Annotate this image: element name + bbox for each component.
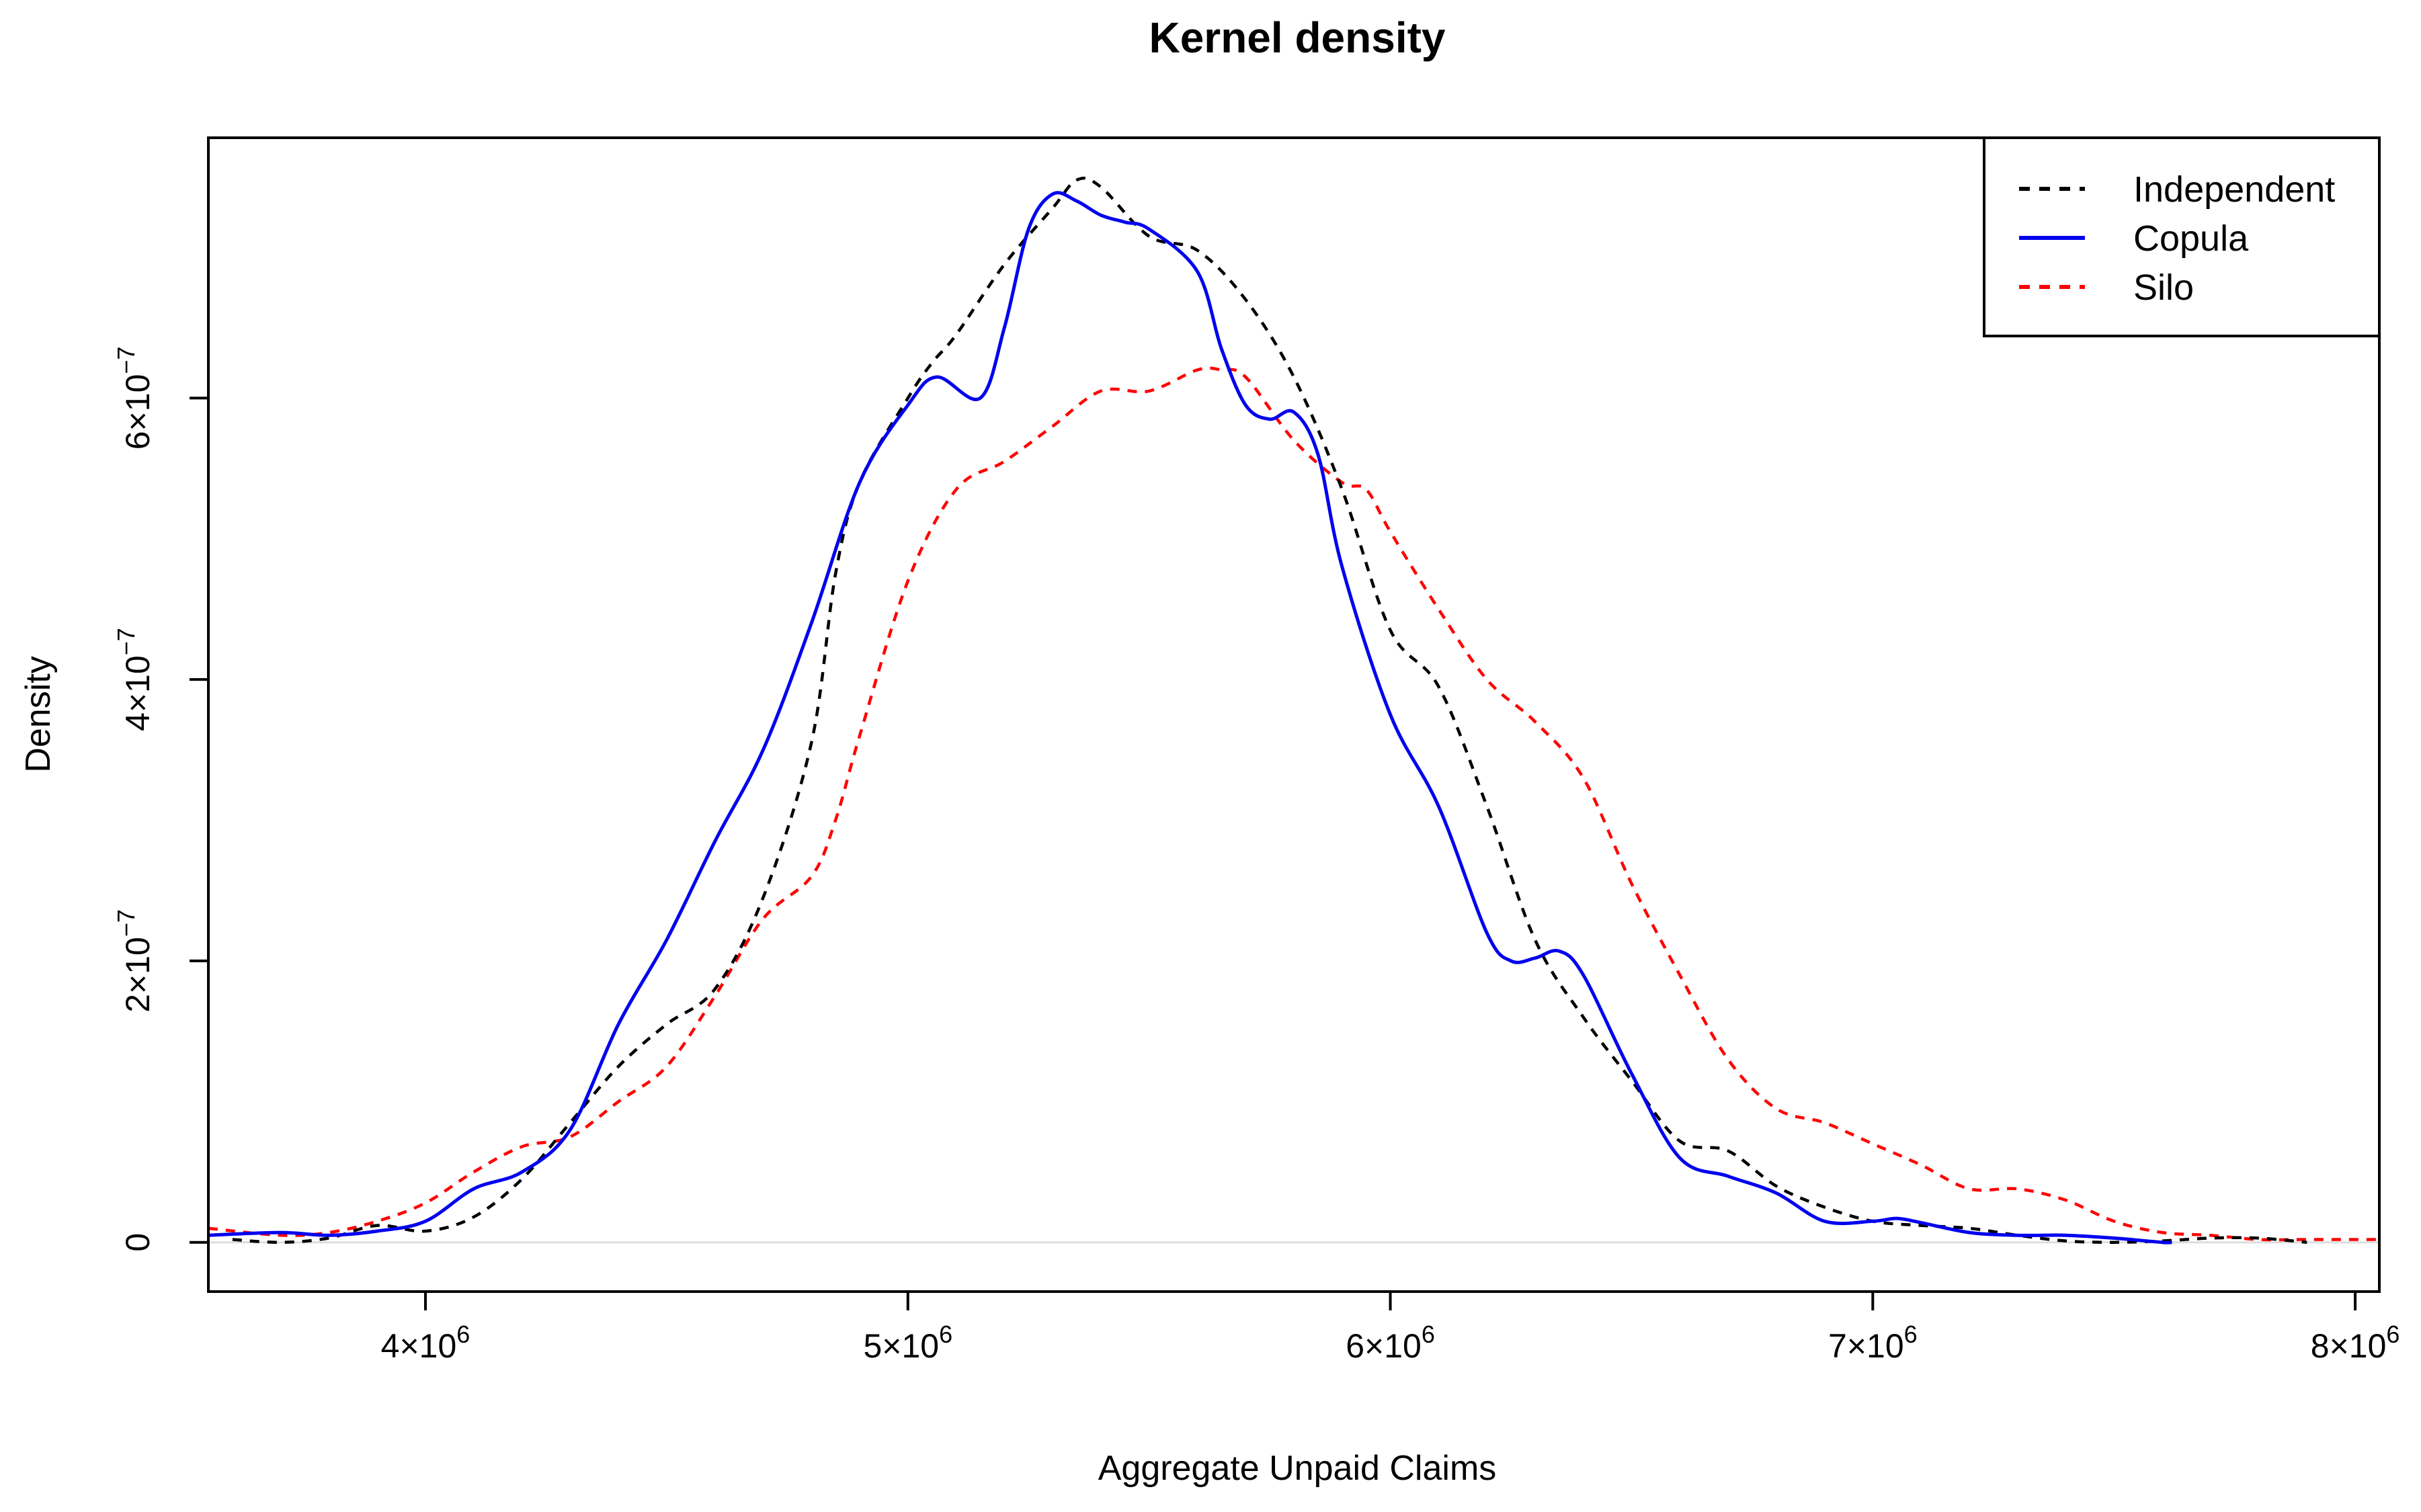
series-line-copula bbox=[208, 191, 2172, 1245]
y-axis: 0 2×10−7 4×10−7 6×10−7 bbox=[112, 347, 210, 1252]
x-tick-label: 8×106 bbox=[2311, 1320, 2400, 1365]
x-axis: 4×106 5×106 6×106 7×106 8×106 bbox=[381, 1290, 2400, 1365]
y-axis-label: Density bbox=[19, 656, 58, 772]
series-line-independent bbox=[232, 176, 2307, 1244]
plot-frame bbox=[207, 136, 2381, 1293]
y-tick-label: 0 bbox=[119, 1233, 157, 1252]
series-line-silo bbox=[208, 366, 2379, 1242]
x-tick-label: 5×106 bbox=[863, 1320, 952, 1365]
chart-title: Kernel density bbox=[1149, 13, 1445, 62]
x-tick-label: 6×106 bbox=[1346, 1320, 1435, 1365]
x-axis-label: Aggregate Unpaid Claims bbox=[1098, 1449, 1497, 1488]
x-tick-label: 4×106 bbox=[381, 1320, 470, 1365]
legend-label-silo: Silo bbox=[2133, 267, 2194, 308]
legend: Independent Copula Silo bbox=[1983, 136, 2381, 337]
density-curves bbox=[208, 176, 2379, 1245]
y-tick-label: 2×10−7 bbox=[112, 909, 157, 1013]
legend-label-independent: Independent bbox=[2133, 169, 2335, 210]
y-tick-label: 6×10−7 bbox=[112, 347, 157, 450]
y-tick-label: 4×10−7 bbox=[112, 628, 157, 731]
x-tick-label: 7×106 bbox=[1828, 1320, 1918, 1365]
legend-label-copula: Copula bbox=[2133, 218, 2249, 259]
